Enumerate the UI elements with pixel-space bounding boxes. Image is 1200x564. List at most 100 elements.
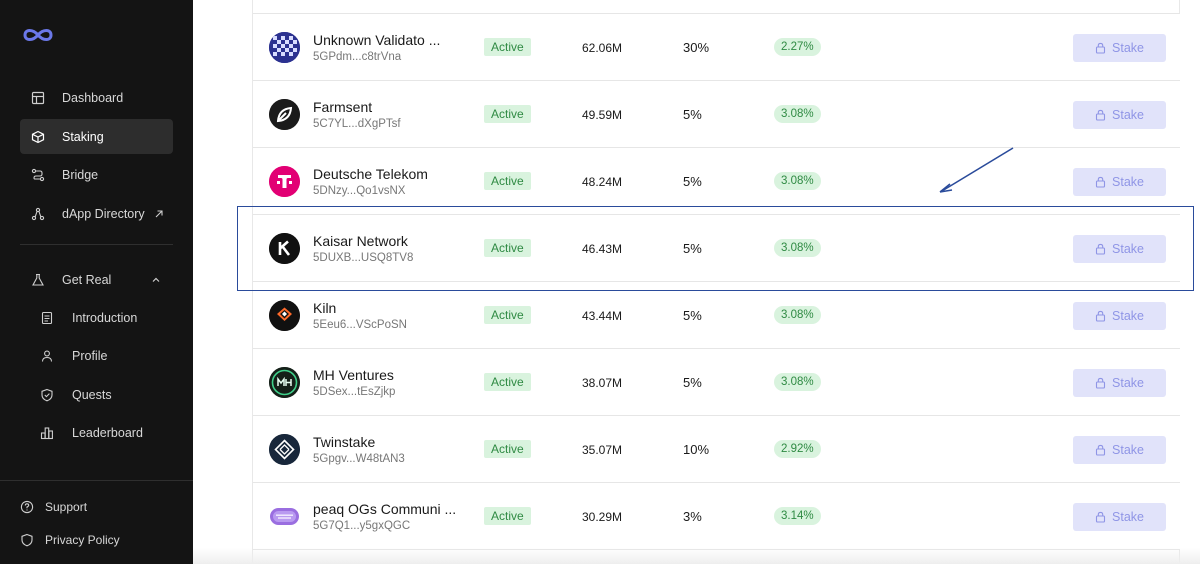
validator-address: 5GPdm...c8trVna bbox=[313, 51, 402, 63]
table-top-border bbox=[253, 13, 1180, 14]
footer-support[interactable]: Support bbox=[20, 495, 87, 519]
status-badge: Active bbox=[484, 105, 531, 123]
flask-icon bbox=[32, 273, 44, 286]
commission: 10% bbox=[683, 442, 710, 457]
total-stake: 35.07M bbox=[582, 443, 623, 457]
nav-bridge[interactable]: Bridge bbox=[20, 157, 173, 192]
bridge-icon bbox=[31, 168, 45, 181]
validator-name: Kaisar Network bbox=[313, 233, 408, 249]
lock-icon bbox=[1095, 444, 1106, 456]
document-icon bbox=[41, 311, 53, 325]
validator-row[interactable]: peaq OGs Communi ... 5G7Q1...y5gxQGC Act… bbox=[253, 483, 1180, 550]
lock-icon bbox=[1095, 42, 1106, 54]
total-stake: 49.59M bbox=[582, 108, 623, 122]
stake-button-label: Stake bbox=[1112, 242, 1144, 256]
peaq-logo-icon[interactable] bbox=[22, 26, 54, 44]
sidebar: Dashboard Staking Bridge dApp Directory … bbox=[0, 0, 193, 564]
sub-item-introduction[interactable]: Introduction bbox=[30, 303, 137, 333]
stake-button[interactable]: Stake bbox=[1073, 101, 1166, 129]
commission: 5% bbox=[683, 174, 702, 189]
kiln-logo-icon bbox=[269, 300, 300, 331]
footer-support-label: Support bbox=[45, 500, 88, 514]
validator-row[interactable]: MH Ventures 5DSex...tEsZjkp Active 38.07… bbox=[253, 349, 1180, 416]
lock-icon bbox=[1095, 377, 1106, 389]
apy-badge: 3.08% bbox=[774, 306, 821, 324]
sub-item-leaderboard[interactable]: Leaderboard bbox=[30, 418, 143, 448]
commission: 5% bbox=[683, 375, 702, 390]
sub-item-quests[interactable]: Quests bbox=[30, 380, 112, 410]
status-badge: Active bbox=[484, 172, 531, 190]
validator-row[interactable]: Deutsche Telekom 5DNzy...Qo1vsNX Active … bbox=[253, 148, 1180, 215]
commission: 5% bbox=[683, 308, 702, 323]
validator-logo bbox=[269, 300, 300, 331]
validator-address: 5DNzy...Qo1vsNX bbox=[313, 185, 406, 197]
status-badge: Active bbox=[484, 306, 531, 324]
validator-logo bbox=[269, 166, 300, 197]
apy-badge: 3.14% bbox=[774, 507, 821, 525]
apy-badge: 3.08% bbox=[774, 373, 821, 391]
nav-group-get-real-label: Get Real bbox=[62, 272, 112, 287]
nav-dapp-directory[interactable]: dApp Directory bbox=[20, 196, 173, 231]
dashboard-icon bbox=[31, 91, 45, 104]
stake-button-label: Stake bbox=[1112, 41, 1144, 55]
stake-button[interactable]: Stake bbox=[1073, 34, 1166, 62]
validator-address: 5C7YL...dXgPTsf bbox=[313, 118, 401, 130]
sub-item-profile[interactable]: Profile bbox=[30, 341, 107, 371]
bar-chart-icon bbox=[40, 427, 53, 440]
stake-button-label: Stake bbox=[1112, 309, 1144, 323]
stake-button[interactable]: Stake bbox=[1073, 436, 1166, 464]
stake-button-label: Stake bbox=[1112, 108, 1144, 122]
validator-row[interactable]: Farmsent 5C7YL...dXgPTsf Active 49.59M 5… bbox=[253, 81, 1180, 148]
nav-dashboard-label: Dashboard bbox=[62, 90, 124, 105]
validator-name: Farmsent bbox=[313, 99, 373, 115]
apy-badge: 2.92% bbox=[774, 440, 821, 458]
sidebar-footer-divider bbox=[0, 480, 193, 481]
cube-icon bbox=[31, 130, 45, 143]
total-stake: 43.44M bbox=[582, 309, 623, 323]
pixel-logo-icon bbox=[269, 32, 300, 63]
validator-row[interactable]: Unknown Validato ... 5GPdm...c8trVna Act… bbox=[253, 14, 1180, 81]
shield-icon bbox=[21, 533, 33, 547]
commission: 5% bbox=[683, 107, 702, 122]
status-badge: Active bbox=[484, 38, 531, 56]
kaisar-logo-icon bbox=[269, 233, 300, 264]
total-stake: 38.07M bbox=[582, 376, 623, 390]
nav-dashboard[interactable]: Dashboard bbox=[20, 80, 173, 115]
stake-button[interactable]: Stake bbox=[1073, 302, 1166, 330]
peaq-logo-icon bbox=[270, 508, 299, 525]
validator-address: 5DUXB...USQ8TV8 bbox=[313, 252, 414, 264]
stake-button-label: Stake bbox=[1112, 443, 1144, 457]
validator-logo bbox=[269, 434, 300, 465]
lock-icon bbox=[1095, 511, 1106, 523]
validator-row[interactable]: Twinstake 5Gpgv...W48tAN3 Active 35.07M … bbox=[253, 416, 1180, 483]
validator-row[interactable]: Kaisar Network 5DUXB...USQ8TV8 Active 46… bbox=[253, 215, 1180, 282]
commission: 30% bbox=[683, 40, 710, 55]
footer-privacy-policy[interactable]: Privacy Policy bbox=[20, 528, 120, 552]
commission: 5% bbox=[683, 241, 702, 256]
sidebar-divider bbox=[20, 244, 173, 245]
footer-privacy-policy-label: Privacy Policy bbox=[45, 533, 120, 547]
validator-logo bbox=[269, 32, 300, 63]
lock-icon bbox=[1095, 176, 1106, 188]
validator-address: 5Gpgv...W48tAN3 bbox=[313, 453, 405, 465]
validator-row[interactable]: Kiln 5Eeu6...VScPoSN Active 43.44M 5% 3.… bbox=[253, 282, 1180, 349]
validator-name: Twinstake bbox=[313, 434, 376, 450]
sub-item-profile-label: Profile bbox=[72, 349, 108, 363]
validator-name: peaq OGs Communi ... bbox=[313, 501, 457, 517]
total-stake: 30.29M bbox=[582, 510, 623, 524]
stake-button[interactable]: Stake bbox=[1073, 503, 1166, 531]
stake-button[interactable]: Stake bbox=[1073, 235, 1166, 263]
stake-button-label: Stake bbox=[1112, 510, 1144, 524]
validator-logo bbox=[269, 501, 300, 532]
nav-staking[interactable]: Staking bbox=[20, 119, 173, 154]
chevron-up-icon[interactable] bbox=[151, 275, 161, 285]
commission: 3% bbox=[683, 509, 702, 524]
status-badge: Active bbox=[484, 373, 531, 391]
nav-bridge-label: Bridge bbox=[62, 167, 99, 182]
nav-dapp-directory-label: dApp Directory bbox=[62, 206, 145, 221]
stake-button[interactable]: Stake bbox=[1073, 168, 1166, 196]
nav-group-get-real[interactable]: Get Real bbox=[20, 262, 173, 297]
stake-button-label: Stake bbox=[1112, 376, 1144, 390]
validator-address: 5DSex...tEsZjkp bbox=[313, 386, 396, 398]
stake-button[interactable]: Stake bbox=[1073, 369, 1166, 397]
